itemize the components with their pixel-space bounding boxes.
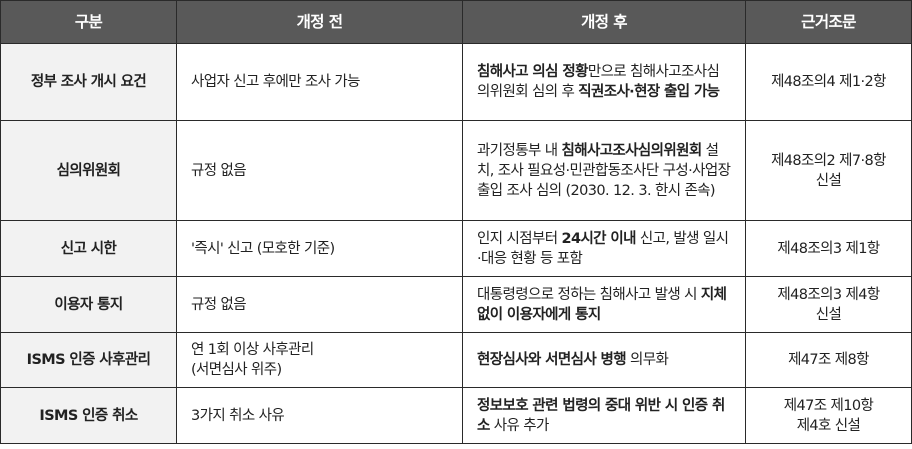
basis-line: 제48조의4 제1·2항 [771,74,886,90]
table-row: ISMS 인증 취소 3가지 취소 사유 정보보호 관련 법령의 중대 위반 시 인… [0,387,912,444]
basis-line: 제48조의3 제4항 [777,286,880,303]
header-after: 개정 후 [462,0,746,44]
before-cell: 연 1회 이상 사후관리 (서면심사 위주) [176,332,463,388]
after-cell: 인지 시점부터 24시간 이내 신고, 발생 일시·대응 현황 등 포함 [462,220,746,277]
header-category: 구분 [0,0,177,44]
basis-line: 신설 [815,306,842,323]
category-cell: ISMS 인증 취소 [0,387,177,444]
before-line: 사업자 신고 후에만 조사 가능 [191,74,361,90]
plain-text: 인지 시점부터 [477,230,562,247]
after-cell: 현장심사와 서면심사 병행 의무화 [462,332,746,388]
after-cell: 침해사고 의심 정황만으로 침해사고조사심의위원회 심의 후 직권조사·현장 출… [462,43,746,121]
basis-line: 제4호 신설 [796,417,861,434]
basis-cell: 제48조의3 제1항 [745,220,912,277]
emphasis-text: 24시간 이내 [561,230,636,247]
basis-line: 제47조 제10항 [783,397,874,414]
emphasis-text: 현장심사와 서면심사 병행 [477,352,627,368]
plain-text: 대통령령으로 정하는 침해사고 발생 시 [477,286,701,303]
emphasis-text: 정보보호 관련 법령의 중대 위반 시 인증 취소 [477,397,725,434]
plain-text: 설치, 조사 필요성·민관합동조사단 구성·사업장 출입 조사 심의 (2030… [477,142,731,199]
before-line: '즉시' 신고 (모호한 기준) [191,240,335,257]
before-cell: 규정 없음 [176,276,463,333]
plain-text: 사유 추가 [489,417,550,434]
category-cell: 정부 조사 개시 요건 [0,43,177,121]
before-cell: '즉시' 신고 (모호한 기준) [176,220,463,277]
plain-text: 의무화 [626,352,669,368]
category-label: 신고 시한 [60,240,117,257]
before-line: (서면심사 위주) [191,362,282,378]
basis-line: 제48조의3 제1항 [777,240,880,257]
table-row: 심의위원회 규정 없음 과기정통부 내 침해사고조사심의위원회 설치, 조사 필요성… [0,120,912,221]
after-cell: 대통령령으로 정하는 침해사고 발생 시 지체 없이 이용자에게 통지 [462,276,746,333]
header-before: 개정 전 [176,0,463,44]
plain-text: 신고, 발생 일시·대응 현황 등 포함 [477,230,729,267]
table-row: 신고 시한 '즉시' 신고 (모호한 기준) 인지 시점부터 24시간 이내 신고,… [0,220,912,277]
before-cell: 사업자 신고 후에만 조사 가능 [176,43,463,121]
emphasis-text: 직권조사·현장 출입 가능 [578,84,720,100]
header-row: 구분 개정 전 개정 후 근거조문 [0,0,912,44]
table-row: 이용자 통지 규정 없음 대통령령으로 정하는 침해사고 발생 시 지체 없이 이용… [0,276,912,333]
basis-line: 제48조의2 제7·8항 [771,152,886,169]
table-row: ISMS 인증 사후관리 연 1회 이상 사후관리 (서면심사 위주) 현장심사와 서… [0,332,912,388]
after-cell: 과기정통부 내 침해사고조사심의위원회 설치, 조사 필요성·민관합동조사단 구… [462,120,746,221]
before-cell: 3가지 취소 사유 [176,387,463,444]
category-label: 정부 조사 개시 요건 [30,74,147,90]
category-cell: ISMS 인증 사후관리 [0,332,177,388]
category-label: ISMS 인증 취소 [39,407,138,424]
emphasis-text: 침해사고조사심의위원회 [561,142,702,159]
basis-cell: 제48조의4 제1·2항 [745,43,912,121]
category-cell: 신고 시한 [0,220,177,277]
emphasis-text: 침해사고 의심 정황 [477,64,588,80]
basis-cell: 제47조 제8항 [745,332,912,388]
basis-line: 신설 [815,172,842,189]
before-line: 규정 없음 [191,162,247,179]
basis-line: 제47조 제8항 [788,352,869,368]
before-cell: 규정 없음 [176,120,463,221]
category-cell: 이용자 통지 [0,276,177,333]
before-line: 3가지 취소 사유 [191,407,285,424]
header-basis: 근거조문 [745,0,912,44]
before-line: 연 1회 이상 사후관리 [191,342,314,358]
before-line: 규정 없음 [191,296,247,313]
after-cell: 정보보호 관련 법령의 중대 위반 시 인증 취소 사유 추가 [462,387,746,444]
plain-text: 만으로 침해사고조사심의위원회 심의 후 [477,64,720,100]
plain-text: 과기정통부 내 [477,142,562,159]
category-label: ISMS 인증 사후관리 [26,352,151,368]
category-label: 이용자 통지 [54,296,123,313]
category-cell: 심의위원회 [0,120,177,221]
category-label: 심의위원회 [56,162,121,179]
table-row: 정부 조사 개시 요건 사업자 신고 후에만 조사 가능 침해사고 의심 정황만으로… [0,43,912,121]
emphasis-text: 지체 없이 이용자에게 통지 [477,286,727,323]
